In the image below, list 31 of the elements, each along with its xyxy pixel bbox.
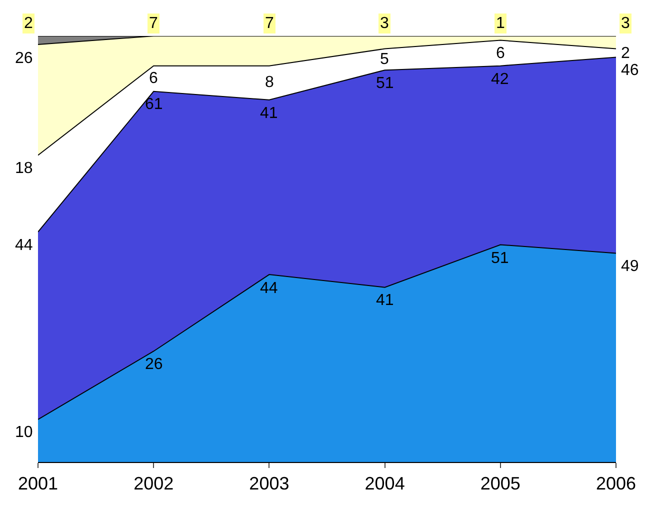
x-tick-label: 2002 xyxy=(134,474,174,494)
data-label: 61 xyxy=(145,96,163,113)
data-label: 1 xyxy=(496,15,505,32)
data-label: 46 xyxy=(621,62,639,79)
data-label: 26 xyxy=(15,50,33,67)
data-label: 18 xyxy=(15,160,33,177)
x-tick-label: 2001 xyxy=(18,474,58,494)
data-label: 7 xyxy=(149,15,158,32)
data-label: 5 xyxy=(380,51,389,68)
data-label: 42 xyxy=(491,71,509,88)
data-label: 44 xyxy=(15,237,33,254)
data-label: 51 xyxy=(491,250,509,267)
data-label: 41 xyxy=(260,105,278,122)
data-label: 7 xyxy=(265,15,274,32)
data-label: 2 xyxy=(621,45,630,62)
data-label: 6 xyxy=(149,70,158,87)
x-tick-label: 2005 xyxy=(480,474,520,494)
data-label: 3 xyxy=(380,15,389,32)
data-label: 8 xyxy=(265,74,274,91)
x-tick-label: 2003 xyxy=(249,474,290,494)
data-label: 3 xyxy=(621,15,630,32)
data-label: 51 xyxy=(376,75,394,92)
data-label: 41 xyxy=(376,292,394,309)
data-label: 49 xyxy=(621,258,639,275)
x-tick-label: 2004 xyxy=(364,474,405,494)
data-label: 2 xyxy=(24,15,33,32)
x-tick-label: 2006 xyxy=(596,474,636,494)
data-label: 6 xyxy=(496,45,505,62)
data-label: 44 xyxy=(260,280,278,297)
data-label: 26 xyxy=(145,356,163,373)
data-label: 10 xyxy=(15,424,33,441)
